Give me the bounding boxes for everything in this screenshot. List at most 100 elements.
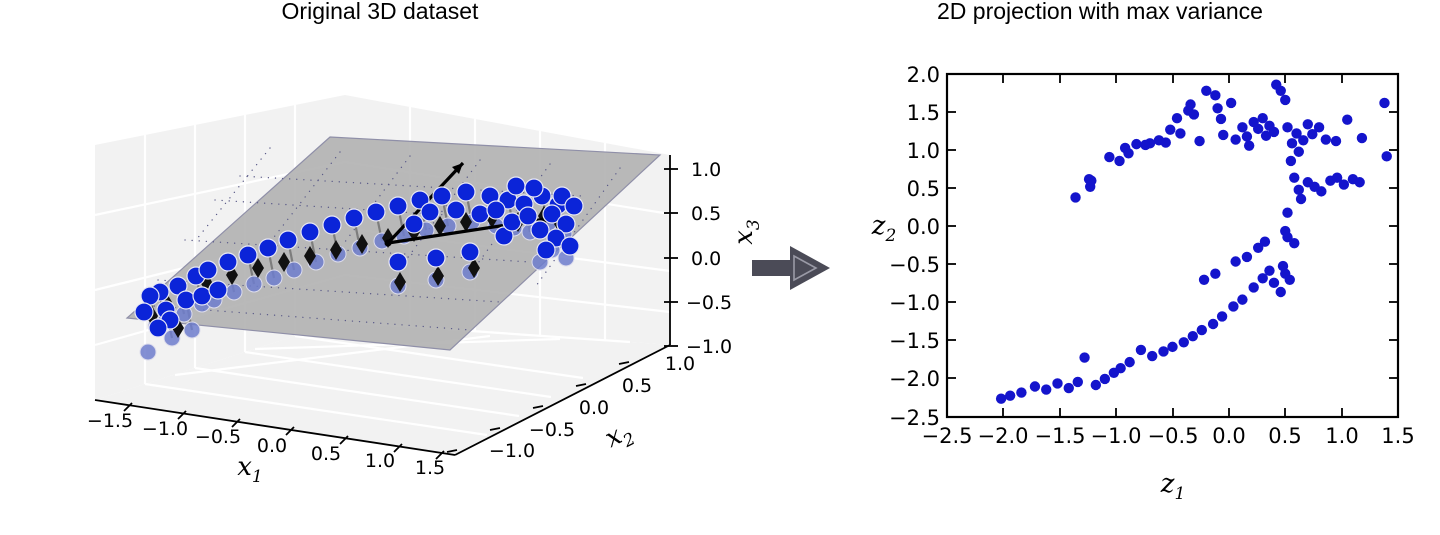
x1-tick-3: 0.0 xyxy=(257,435,287,457)
z1-tick-2: −1.5 xyxy=(1035,424,1086,448)
z2-tick-7: −1.5 xyxy=(889,329,940,353)
scatter-point xyxy=(1188,109,1200,120)
scatter-point xyxy=(1187,331,1198,342)
z2-tick-0: 2.0 xyxy=(907,63,940,87)
x3-axis-label: x3 xyxy=(729,219,760,245)
scatter-point xyxy=(1282,207,1293,218)
scatter-point xyxy=(1165,124,1176,135)
scatter-point xyxy=(1342,114,1353,125)
x3-tick-3: −0.5 xyxy=(686,292,732,314)
x1-axis-ticklabels: −1.5 −1.0 −0.5 0.0 0.5 1.0 1.5 xyxy=(87,410,445,479)
scatter-point xyxy=(1291,128,1302,139)
scatter-point xyxy=(1298,135,1309,146)
scatter-point xyxy=(1086,175,1097,186)
scatter-point xyxy=(1316,186,1327,197)
z2-tick-3: 0.5 xyxy=(907,177,940,201)
scatter-point xyxy=(1313,122,1325,133)
scatter-point xyxy=(1072,376,1083,388)
x3-tick-1: 0.5 xyxy=(691,203,721,225)
x3-axis-ticks xyxy=(664,168,678,347)
x2-axis-ticks xyxy=(446,361,630,453)
scatter-point xyxy=(1175,128,1186,139)
x3-tick-4: −1.0 xyxy=(686,336,732,358)
scatter-point xyxy=(1215,113,1227,125)
z1-axis-ticklabels: −2.5 −2.0 −1.5 −1.0 −0.5 0.0 0.5 1.0 1.5 xyxy=(922,424,1415,448)
scatter-point xyxy=(1295,193,1307,205)
z2-tick-4: 0.0 xyxy=(907,215,940,239)
scatter-point xyxy=(1201,85,1212,96)
scatter-point xyxy=(1079,352,1090,363)
scatter-point xyxy=(1243,140,1255,151)
page-title-left: Original 3D dataset xyxy=(281,0,479,24)
axis-lines-3d xyxy=(94,155,671,456)
scatter-point xyxy=(1099,373,1111,385)
z2-tick-6: −1.0 xyxy=(889,291,940,315)
scatter-point xyxy=(1052,378,1063,389)
scatter-point xyxy=(1167,341,1178,353)
z1-tick-3: −1.0 xyxy=(1091,424,1142,448)
x1-axis-label: x1 xyxy=(237,452,263,487)
scatter-point xyxy=(1275,286,1286,298)
scatter-point xyxy=(1016,387,1027,398)
scatter-point xyxy=(1108,367,1120,378)
scatter-point xyxy=(1230,134,1241,145)
scatter-point xyxy=(1198,274,1210,285)
scatter-point xyxy=(1338,179,1350,190)
x2-tick-3: 0.5 xyxy=(622,375,652,397)
panel-2d-projection: 2D projection with max variance xyxy=(760,0,1440,535)
x3-axis-ticklabels: 1.0 0.5 0.0 −0.5 −1.0 xyxy=(686,159,732,358)
scatter-point xyxy=(1131,138,1142,150)
scatter-point xyxy=(1147,350,1158,362)
scatter-point xyxy=(1114,155,1125,167)
scatter-point xyxy=(1257,113,1268,124)
scatter-point xyxy=(1282,231,1293,243)
z2-tick-8: −2.0 xyxy=(889,367,940,391)
axes-2d-scatter: 2.0 1.5 1.0 0.5 0.0 −0.5 −1.0 −1.5 −2.0 … xyxy=(871,63,1415,504)
scatter-point xyxy=(1268,277,1280,289)
z2-tick-5: −0.5 xyxy=(889,253,940,277)
z2-axis-label: z2 xyxy=(871,211,897,246)
scatter-point xyxy=(1252,242,1264,253)
x3-tick-2: 0.0 xyxy=(691,248,721,270)
scatter-point xyxy=(1196,324,1208,336)
scatter-point xyxy=(1210,90,1221,101)
scatter-point xyxy=(1264,265,1275,276)
scatter-point xyxy=(1331,172,1343,183)
z2-axis-ticks xyxy=(947,73,1398,418)
scatter-point xyxy=(1207,318,1219,330)
z2-tick-2: 1.0 xyxy=(907,139,940,163)
scatter-point xyxy=(1144,138,1156,149)
z1-tick-7: 1.0 xyxy=(1325,424,1358,448)
scatter-point xyxy=(1216,311,1228,322)
x1-tick-6: 1.5 xyxy=(415,457,445,479)
scatter-point xyxy=(1268,126,1280,138)
x1-tick-1: −1.0 xyxy=(142,418,188,440)
scatter-point xyxy=(1280,94,1291,106)
scatter-point xyxy=(1289,238,1300,249)
scatter-point xyxy=(1194,135,1205,147)
z2-tick-1: 1.5 xyxy=(907,101,940,125)
x2-tick-1: −0.5 xyxy=(529,419,575,441)
scatter-point xyxy=(1284,274,1295,285)
scatter-point xyxy=(1379,97,1390,109)
scatter-point xyxy=(1225,97,1237,109)
x1-tick-0: −1.5 xyxy=(87,410,133,432)
scatter-point xyxy=(1320,134,1332,145)
scatter-point xyxy=(1228,301,1239,312)
z2-tick-9: −2.5 xyxy=(889,406,940,430)
scatter-point xyxy=(1029,381,1041,392)
scatter-point xyxy=(1090,379,1102,391)
x1-tick-5: 1.0 xyxy=(365,450,395,472)
x2-axis-ticklabels: −1.0 −0.5 0.0 0.5 1.0 xyxy=(489,353,695,462)
scatter-point xyxy=(1259,236,1271,247)
scatter-point xyxy=(1275,85,1286,96)
x2-tick-4: 1.0 xyxy=(665,353,695,375)
z1-tick-6: 0.5 xyxy=(1268,424,1301,448)
scatter-point xyxy=(1124,356,1135,368)
page-title-right: 2D projection with max variance xyxy=(937,0,1263,24)
scatter-point xyxy=(1237,294,1248,305)
scatter-point xyxy=(1212,103,1223,114)
x2-axis-label: x2 xyxy=(600,416,639,459)
scatter-point xyxy=(1252,123,1264,135)
